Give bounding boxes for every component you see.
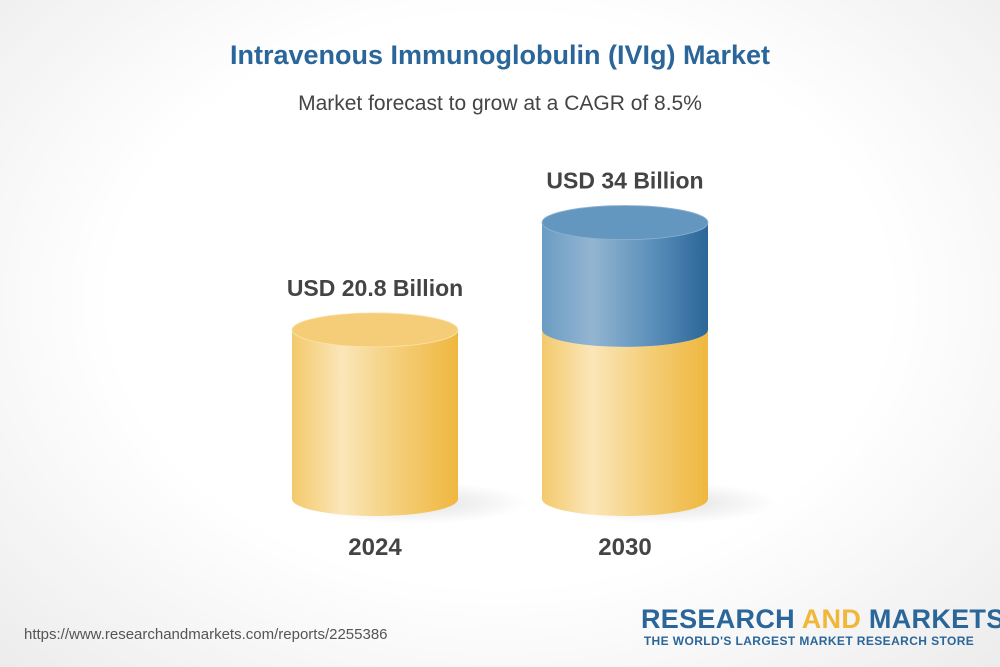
bar-growth-segment <box>542 222 708 347</box>
data-label: USD 34 Billion <box>546 168 703 194</box>
category-label: 2024 <box>348 534 402 561</box>
data-label: USD 20.8 Billion <box>287 275 463 301</box>
research-and-markets-logo: RESEARCH AND MARKETS THE WORLD'S LARGEST… <box>641 604 1000 648</box>
bar-2024 <box>292 329 458 516</box>
source-url[interactable]: https://www.researchandmarkets.com/repor… <box>24 626 388 643</box>
category-label: 2030 <box>598 534 651 561</box>
bar-top <box>291 312 459 348</box>
chart-subtitle: Market forecast to grow at a CAGR of 8.5… <box>298 92 702 115</box>
bar-base-segment <box>542 329 708 516</box>
bar-top <box>541 205 709 240</box>
chart-title: Intravenous Immunoglobulin (IVIg) Market <box>229 40 771 70</box>
